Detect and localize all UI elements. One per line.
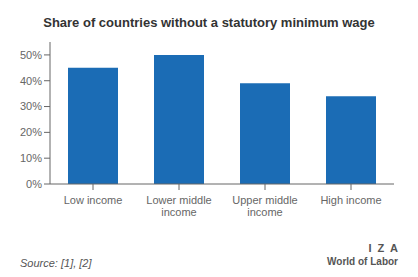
html-text:I Z A: I Z A bbox=[368, 242, 398, 254]
html-text:Share of countries without a s: Share of countries without a statutory m… bbox=[43, 15, 375, 30]
svg-text:50%: 50% bbox=[20, 49, 42, 61]
svg-text:40%: 40% bbox=[20, 75, 42, 87]
svg-text:Lower middleincome: Lower middleincome bbox=[146, 194, 211, 219]
html-text:World of Labor: World of Labor bbox=[327, 256, 398, 267]
svg-text:Upper middleincome: Upper middleincome bbox=[232, 194, 297, 219]
html-text:Source: [1], [2]: Source: [1], [2] bbox=[20, 257, 92, 269]
svg-text:High income: High income bbox=[320, 194, 381, 206]
svg-text:30%: 30% bbox=[20, 100, 42, 112]
svg-text:Low income: Low income bbox=[64, 194, 123, 206]
svg-text:0%: 0% bbox=[26, 178, 42, 190]
svg-text:10%: 10% bbox=[20, 152, 42, 164]
svg-text:20%: 20% bbox=[20, 126, 42, 138]
